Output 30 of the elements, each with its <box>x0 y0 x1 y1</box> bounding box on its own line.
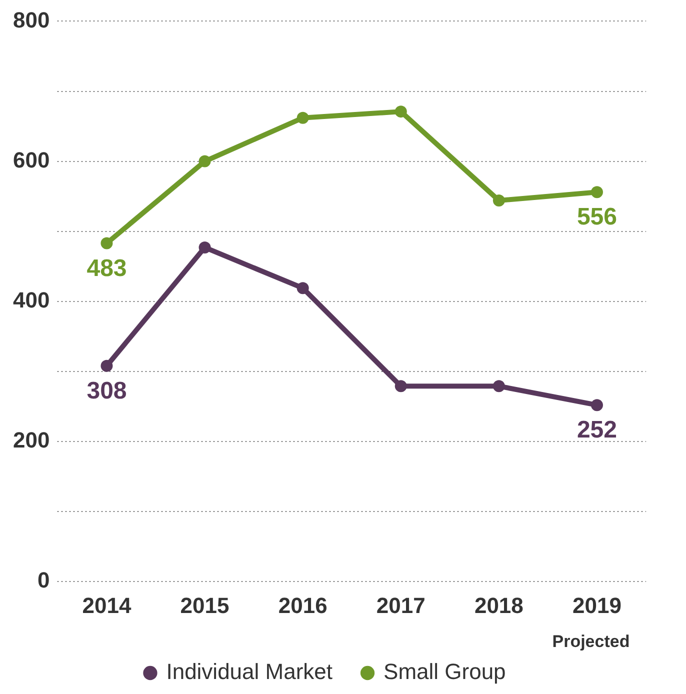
x-tick-label: 2019 <box>572 592 622 618</box>
point <box>492 380 505 392</box>
x-tick-label: 2016 <box>278 592 328 618</box>
y-tick-label: 0 <box>37 568 50 593</box>
point <box>296 112 309 124</box>
data-label: 308 <box>86 377 127 404</box>
y-tick-label: 200 <box>12 428 50 453</box>
point <box>198 241 211 254</box>
y-tick-label: 600 <box>12 147 50 172</box>
point <box>590 186 603 198</box>
x-tick-label: 2017 <box>376 592 426 618</box>
y-tick-label: 400 <box>12 287 50 312</box>
data-label: 483 <box>86 254 127 282</box>
data-label: 252 <box>576 416 617 444</box>
x-tick-label: 2018 <box>474 592 524 618</box>
x-tick-label: 2015 <box>180 592 230 618</box>
point <box>296 282 309 294</box>
data-label: 556 <box>576 204 617 231</box>
point <box>100 360 113 372</box>
point <box>590 399 603 412</box>
point <box>198 155 211 168</box>
point <box>394 106 407 118</box>
text: Projected <box>552 632 630 652</box>
y-tick-label: 800 <box>12 7 50 32</box>
point <box>492 194 505 207</box>
x-tick-label: 2014 <box>82 592 132 618</box>
legend-label: Small Group <box>384 659 506 684</box>
legend-label: Individual Market <box>166 659 333 684</box>
point <box>100 237 113 250</box>
point <box>394 380 407 392</box>
